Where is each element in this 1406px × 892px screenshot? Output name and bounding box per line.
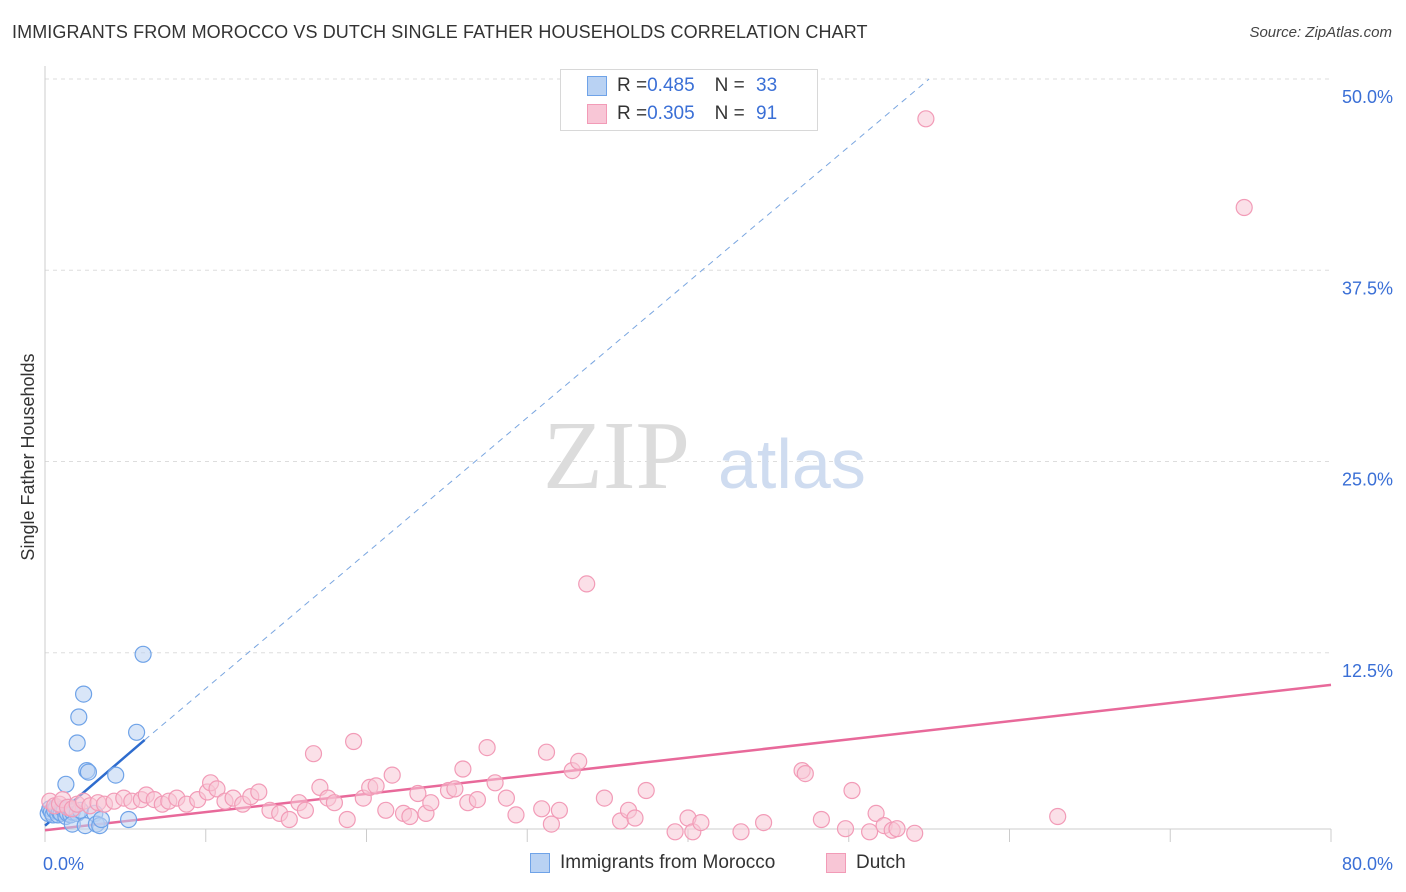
dutch-point xyxy=(280,810,298,829)
morocco-point xyxy=(70,708,88,726)
dutch-point xyxy=(1049,807,1067,826)
legend-swatch-dutch xyxy=(587,104,607,124)
y-tick-label: 12.5% xyxy=(1342,661,1393,681)
dutch-point xyxy=(507,806,525,824)
morocco-point xyxy=(79,763,98,781)
watermark-atlas: atlas xyxy=(718,425,866,503)
data-points xyxy=(39,110,1253,842)
x-tick-label: 80.0% xyxy=(1342,854,1393,874)
legend-n-value: 91 xyxy=(756,103,778,124)
dutch-point xyxy=(367,777,385,795)
gridlines xyxy=(45,78,1331,654)
y-axis-label: Single Father Households xyxy=(18,353,38,560)
legend-r-label: R = xyxy=(617,103,648,124)
watermark-zip: ZIP xyxy=(543,402,690,510)
y-tick-label: 50.0% xyxy=(1342,87,1393,107)
legend-r-value: 0.485 xyxy=(647,75,695,96)
dutch-point xyxy=(906,824,924,842)
dutch-point xyxy=(486,774,504,792)
dutch-point xyxy=(666,823,684,841)
dutch-point xyxy=(812,810,831,829)
dutch-point xyxy=(626,809,644,827)
legend-swatch-morocco xyxy=(587,76,607,96)
dutch-point xyxy=(422,794,440,812)
dutch-point xyxy=(692,813,710,832)
dutch-point xyxy=(570,752,588,771)
y-tick-label: 25.0% xyxy=(1342,470,1393,490)
dutch-point xyxy=(250,783,268,801)
dutch-point xyxy=(1235,198,1253,217)
dutch-point xyxy=(383,766,401,784)
y-tick-label: 37.5% xyxy=(1342,278,1393,298)
dutch-point xyxy=(304,745,323,763)
bottom-legend-morocco: Immigrants from Morocco xyxy=(530,852,775,874)
dutch-point xyxy=(377,801,395,819)
dutch-point xyxy=(578,575,596,593)
dutch-point xyxy=(468,790,486,809)
dutch-point xyxy=(401,807,419,826)
bottom-legend-swatch-morocco xyxy=(530,853,550,873)
dutch-point xyxy=(917,110,935,128)
dutch-point xyxy=(732,823,750,841)
dutch-point xyxy=(595,789,614,807)
dutch-point xyxy=(843,781,861,800)
bottom-legend-swatch-dutch xyxy=(826,853,846,873)
dutch-point xyxy=(325,794,343,812)
watermark: ZIP atlas xyxy=(543,402,866,510)
bottom-legend-label-dutch: Dutch xyxy=(856,852,906,873)
morocco-point xyxy=(74,685,93,703)
dutch-point xyxy=(888,820,906,838)
legend-r-value: 0.305 xyxy=(647,103,695,124)
dutch-point xyxy=(542,815,561,833)
morocco-point xyxy=(134,645,152,663)
dutch-point xyxy=(208,780,226,798)
dutch-point xyxy=(537,743,556,761)
dutch-point xyxy=(637,781,655,800)
morocco-point xyxy=(107,766,125,784)
legend-r-label: R = xyxy=(617,75,648,96)
dutch-point xyxy=(478,738,496,757)
tick-labels: 12.5% 25.0% 37.5% 50.0% 0.0% 80.0% xyxy=(43,87,1393,874)
source-credit: Source: ZipAtlas.com xyxy=(1249,24,1392,41)
legend-n-label: N = xyxy=(714,75,751,96)
dutch-point xyxy=(296,801,314,819)
dutch-point xyxy=(497,789,515,807)
morocco-point xyxy=(120,810,138,829)
dutch-point xyxy=(796,764,814,783)
dutch-point xyxy=(409,784,427,803)
bottom-legend-dutch: Dutch xyxy=(826,852,906,874)
legend-n-value: 33 xyxy=(756,75,778,96)
legend-row-morocco: R = 0.485 N = 33 xyxy=(587,73,778,99)
x-tick-label: 0.0% xyxy=(43,854,84,874)
dutch-point xyxy=(550,801,569,819)
correlation-legend: R = 0.485 N = 33 R = 0.305 N = 91 xyxy=(560,69,818,131)
dutch-point xyxy=(446,780,464,798)
morocco-point xyxy=(68,734,86,752)
legend-row-dutch: R = 0.305 N = 91 xyxy=(587,101,778,127)
dutch-point xyxy=(533,800,551,818)
dutch-point xyxy=(454,760,472,778)
dutch-point xyxy=(867,804,885,823)
morocco-point xyxy=(57,775,75,793)
morocco-point xyxy=(92,810,110,829)
morocco-trend-extension xyxy=(144,78,930,741)
dutch-point xyxy=(836,820,855,838)
bottom-legend-label-morocco: Immigrants from Morocco xyxy=(560,852,776,873)
dutch-point xyxy=(860,823,879,841)
dutch-point xyxy=(754,813,773,832)
dutch-trend-line xyxy=(44,683,1332,832)
legend-n-label: N = xyxy=(714,103,751,124)
dutch-point xyxy=(338,810,356,829)
chart-title: IMMIGRANTS FROM MOROCCO VS DUTCH SINGLE … xyxy=(12,22,868,42)
morocco-point xyxy=(128,723,146,741)
dutch-point xyxy=(345,732,363,751)
